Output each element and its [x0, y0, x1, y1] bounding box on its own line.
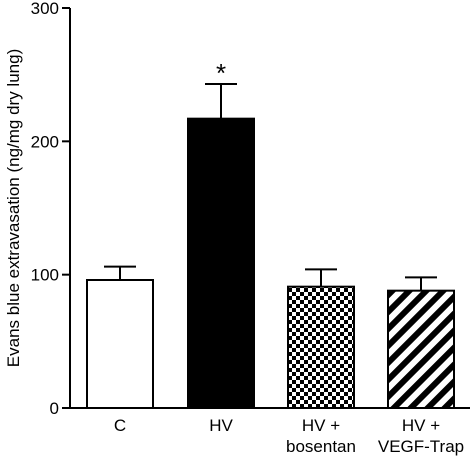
y-tick-label: 200 [31, 132, 59, 151]
y-tick-label: 0 [50, 399, 59, 418]
y-axis-title: Evans blue extravasation (ng/mg dry lung… [4, 49, 23, 367]
plot-area: 0 100 200 300 C HV HV + bosentan HV + VEGF-Trap * [31, 0, 470, 456]
x-tick-label: HV [209, 416, 233, 435]
x-tick-label: VEGF-Trap [378, 437, 464, 456]
bar [287, 285, 355, 409]
bar [387, 289, 455, 409]
x-tick-label: HV + [302, 416, 340, 435]
y-tick-label: 100 [31, 266, 59, 285]
bar [86, 279, 154, 409]
x-tick-label: C [114, 416, 126, 435]
y-tick-label: 300 [31, 0, 59, 18]
significance-marker: * [216, 58, 226, 88]
x-tick-label: HV + [402, 416, 440, 435]
bar [187, 117, 255, 410]
x-tick-label: bosentan [286, 437, 356, 456]
